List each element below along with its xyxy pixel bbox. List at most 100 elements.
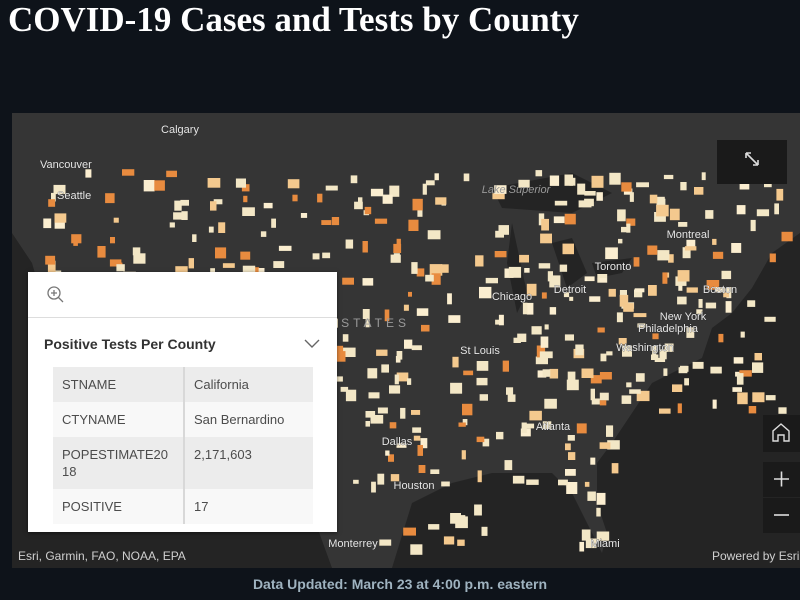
county (382, 194, 393, 204)
county (562, 243, 574, 255)
county (434, 173, 439, 181)
county (441, 481, 450, 487)
map-label: New York (660, 311, 707, 323)
county (748, 406, 757, 414)
expand-button[interactable] (717, 140, 787, 184)
county (496, 431, 504, 440)
map-label: Vancouver (40, 159, 92, 171)
county (544, 398, 557, 409)
county (686, 287, 698, 293)
field-value: 17 (194, 499, 209, 514)
lake (507, 223, 632, 313)
county (504, 460, 513, 471)
county (345, 239, 354, 249)
county (597, 327, 605, 333)
county (547, 271, 553, 282)
table-row: STNAME California (53, 367, 313, 402)
county (263, 202, 273, 209)
county (416, 308, 429, 316)
county (365, 319, 370, 328)
county (45, 255, 56, 265)
county (712, 399, 717, 409)
table-row: CTYNAME San Bernardino (53, 402, 313, 437)
county (443, 536, 455, 545)
county (342, 334, 349, 342)
county (566, 482, 578, 494)
county (479, 394, 488, 401)
county (174, 200, 182, 211)
county (626, 382, 632, 388)
map-label: Seattle (57, 190, 91, 202)
county (458, 422, 466, 427)
county (565, 443, 571, 451)
county (312, 253, 320, 260)
county (585, 538, 597, 549)
map-label: Monterrey (328, 538, 378, 550)
county (712, 238, 717, 245)
county (389, 185, 400, 197)
county (462, 403, 473, 416)
county (370, 188, 384, 197)
county (243, 195, 248, 203)
map-label: Philadelphia (638, 323, 699, 335)
county (584, 276, 595, 282)
county (659, 408, 671, 414)
county (591, 398, 600, 405)
county (636, 182, 649, 188)
county (85, 169, 92, 178)
county (616, 312, 623, 323)
powered-by[interactable]: Powered by Esri (712, 549, 800, 563)
county (647, 245, 658, 255)
zoom-to-icon[interactable] (42, 272, 82, 317)
county (637, 323, 646, 328)
county (354, 201, 363, 210)
county (581, 368, 594, 378)
county (567, 371, 576, 381)
attribution: Esri, Garmin, FAO, NOAA, EPA (18, 549, 186, 563)
county (607, 440, 620, 450)
county (705, 210, 714, 219)
county (254, 267, 260, 273)
county (431, 273, 441, 285)
county (752, 362, 764, 373)
county (116, 264, 125, 272)
county (173, 212, 182, 220)
county (508, 266, 522, 278)
county (648, 285, 657, 296)
county (654, 212, 666, 222)
county (417, 206, 423, 217)
county (609, 172, 621, 185)
county (365, 421, 370, 427)
home-button[interactable] (763, 415, 800, 452)
county (524, 423, 535, 429)
county (475, 255, 484, 267)
county (634, 288, 645, 293)
county (629, 389, 641, 394)
map-label: Atlanta (536, 421, 571, 433)
county (611, 463, 619, 474)
county (389, 385, 401, 394)
county (384, 309, 390, 322)
county (733, 357, 744, 364)
county (656, 196, 665, 207)
county (345, 389, 357, 402)
county (769, 253, 776, 263)
county (476, 361, 489, 371)
collapse-icon[interactable] (303, 338, 323, 350)
county (365, 411, 376, 418)
county (518, 179, 530, 188)
county (452, 356, 459, 368)
county (635, 373, 645, 382)
county (241, 184, 250, 192)
county (522, 302, 528, 315)
county (564, 174, 573, 186)
county (549, 307, 557, 315)
county (549, 275, 561, 288)
field-value: San Bernardino (194, 412, 285, 427)
county (663, 174, 674, 180)
county (166, 170, 177, 178)
county (656, 204, 669, 217)
map-label: Miami (590, 538, 619, 550)
footer-note: Data Updated: March 23 at 4:00 p.m. east… (252, 576, 548, 592)
